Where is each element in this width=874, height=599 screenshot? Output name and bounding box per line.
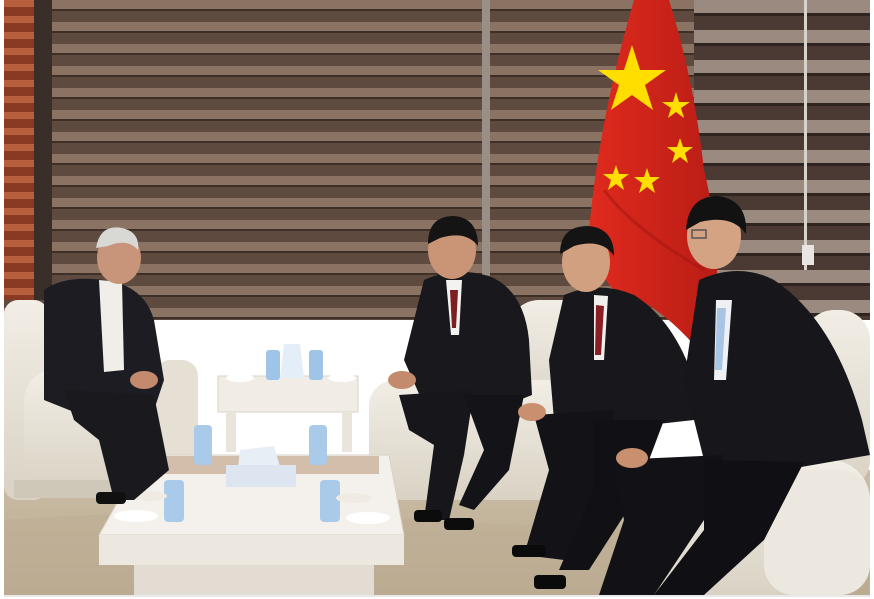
photo-canvas	[4, 0, 870, 595]
person-right-1	[512, 226, 694, 589]
meeting-photo	[4, 0, 870, 597]
coffee-table	[98, 425, 405, 595]
person-centre	[388, 216, 532, 530]
china-flag	[589, 0, 718, 360]
back-table	[217, 344, 359, 452]
person-right-2	[599, 196, 870, 595]
person-left	[44, 227, 169, 504]
